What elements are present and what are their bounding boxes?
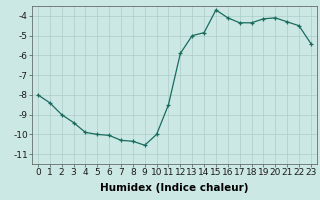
X-axis label: Humidex (Indice chaleur): Humidex (Indice chaleur) (100, 183, 249, 193)
